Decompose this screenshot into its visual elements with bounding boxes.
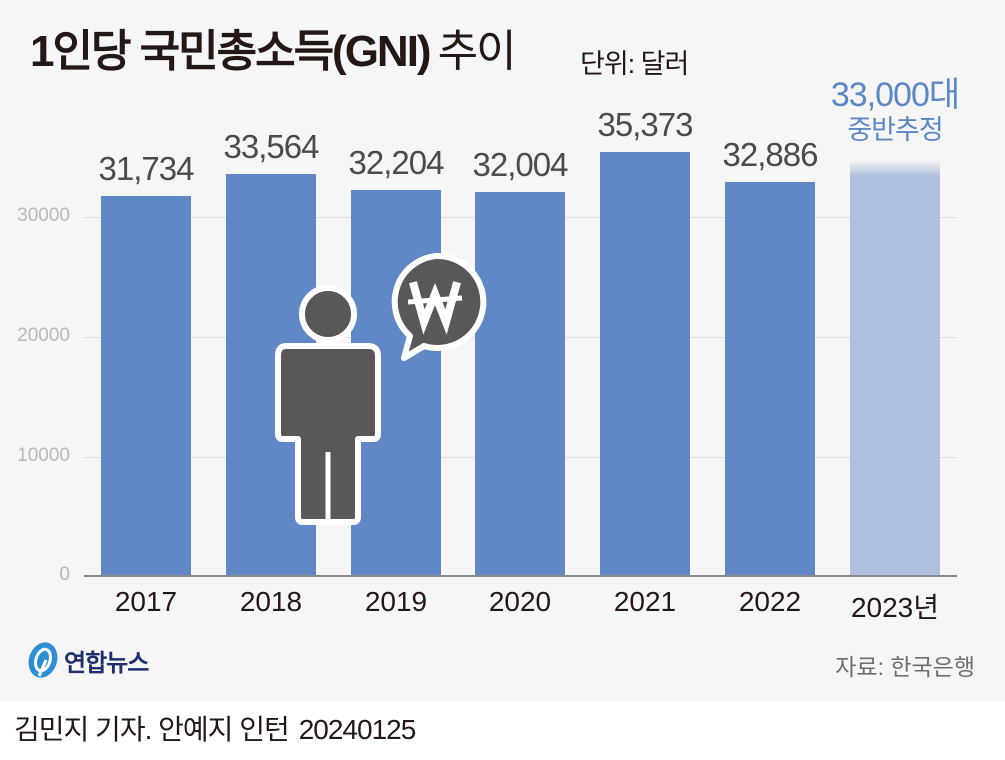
value-label: 31,734: [98, 150, 195, 187]
x-axis-line: [84, 575, 957, 577]
estimate-label: 33,000대 중반추정: [815, 76, 975, 146]
person-icon: [275, 285, 381, 525]
bar-2021: [600, 152, 690, 576]
bar-2022: [725, 182, 815, 576]
value-label: 32,004: [472, 146, 569, 183]
won-speech-bubble-icon: [391, 252, 487, 361]
x-label: 2018: [239, 586, 303, 617]
yonhap-logo: 연합뉴스: [26, 640, 149, 680]
x-label: 2021: [613, 586, 677, 617]
y-tick: 20000: [17, 325, 70, 346]
value-label: 32,886: [722, 136, 819, 173]
credit-date: 20240125: [298, 714, 417, 745]
bar-2020: [475, 192, 565, 576]
logo-text: 연합뉴스: [64, 649, 149, 677]
bar-2017: [101, 196, 191, 576]
y-tick: 0: [59, 564, 70, 585]
value-label: 33,564: [223, 128, 320, 165]
chart-title: 1인당 국민총소득(GNI) 추이: [30, 26, 517, 78]
x-label: 2022: [738, 586, 802, 617]
title-suffix: 추이: [437, 27, 517, 76]
chart-panel: 1인당 국민총소득(GNI) 추이 단위: 달러 30000 20000 1000…: [17, 26, 975, 680]
x-label: 2019: [364, 586, 428, 617]
estimate-note: 중반추정: [847, 115, 943, 145]
yonhap-logo-icon: [28, 642, 58, 678]
source-label: 자료: 한국은행: [835, 654, 975, 680]
estimate-value: 33,000대: [830, 76, 960, 114]
unit-label: 단위: 달러: [580, 49, 689, 79]
value-label: 32,204: [348, 144, 445, 181]
credit-names: 김민지 기자. 안예지 인턴: [14, 714, 290, 745]
title-main: 1인당 국민총소득(GNI): [30, 27, 432, 76]
x-label: 2023년: [850, 592, 940, 623]
y-tick: 10000: [17, 445, 70, 466]
x-label: 2017: [114, 586, 178, 617]
credit-line: 김민지 기자. 안예지 인턴 20240125: [14, 708, 417, 748]
value-label: 35,373: [597, 106, 694, 143]
x-label: 2020: [488, 586, 552, 617]
y-tick: 30000: [17, 205, 70, 226]
bar-2023-estimate: [850, 160, 940, 576]
